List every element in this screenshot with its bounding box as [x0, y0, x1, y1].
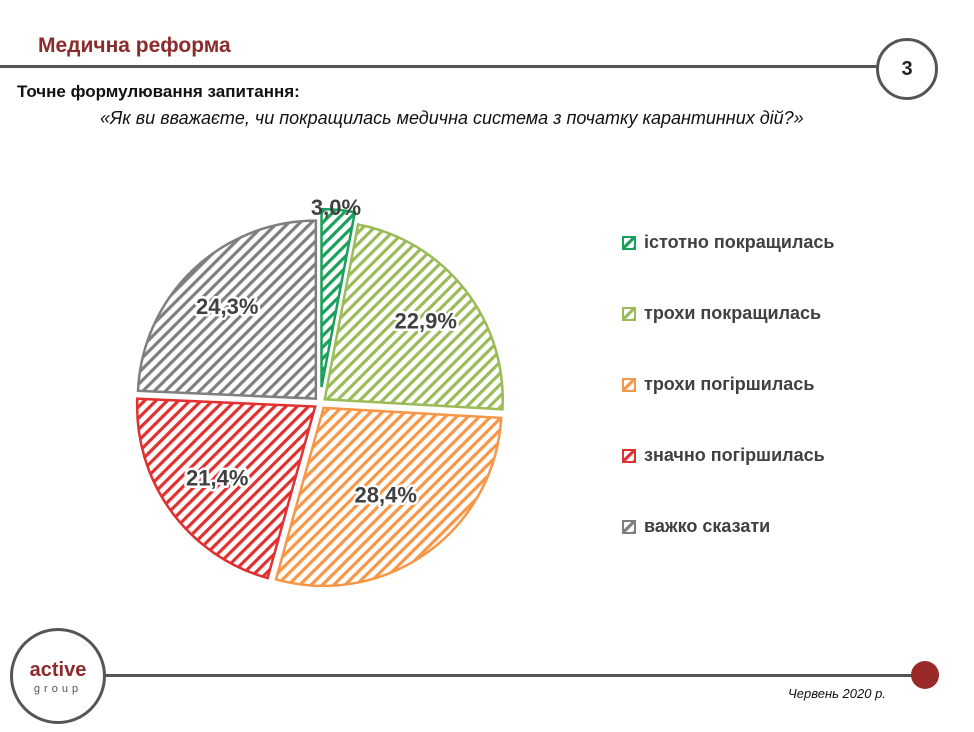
legend-swatch [622, 306, 636, 321]
legend-swatch [622, 519, 636, 534]
pie-slice [274, 406, 503, 588]
legend-item: значно погіршилась [622, 445, 825, 466]
data-label: 28,4% [355, 483, 417, 508]
legend-swatch [622, 377, 636, 392]
page-number: 3 [901, 57, 913, 80]
logo-text-group: group [33, 683, 83, 695]
pie-slice [320, 207, 357, 388]
footer-divider [98, 674, 918, 677]
decorative-dot [911, 661, 939, 689]
legend-item: важко сказати [622, 516, 770, 537]
question-text: «Як ви вважаєте, чи покращилась медична … [100, 108, 804, 128]
pie-slice [323, 222, 504, 411]
page-number-badge: 3 [876, 38, 938, 100]
legend-item: трохи погіршилась [622, 374, 814, 395]
data-label: 22,9% [395, 308, 457, 333]
legend-label: важко сказати [644, 516, 771, 536]
legend-label: значно погіршилась [644, 445, 825, 465]
report-date: Червень 2020 р. [788, 686, 886, 701]
data-label: 24,3% [196, 294, 258, 319]
legend-label: істотно покращилась [644, 232, 835, 252]
legend-swatch [622, 235, 636, 250]
data-label: 3,0% [311, 195, 361, 220]
logo-text-active: active [29, 659, 87, 681]
legend-label: трохи погіршилась [644, 374, 815, 394]
pie-slice [136, 219, 318, 400]
pie-slice [135, 397, 317, 580]
legend-label: трохи покращилась [644, 303, 822, 323]
legend-swatch [622, 448, 636, 463]
legend-item: трохи покращилась [622, 303, 821, 324]
company-logo: active group [10, 628, 106, 724]
data-label: 21,4% [186, 466, 248, 491]
page-title: Медична реформа [38, 34, 231, 57]
header-divider [0, 65, 890, 68]
question-label: Точне формулювання запитання: [17, 82, 300, 101]
legend-item: істотно покращилась [622, 232, 834, 253]
